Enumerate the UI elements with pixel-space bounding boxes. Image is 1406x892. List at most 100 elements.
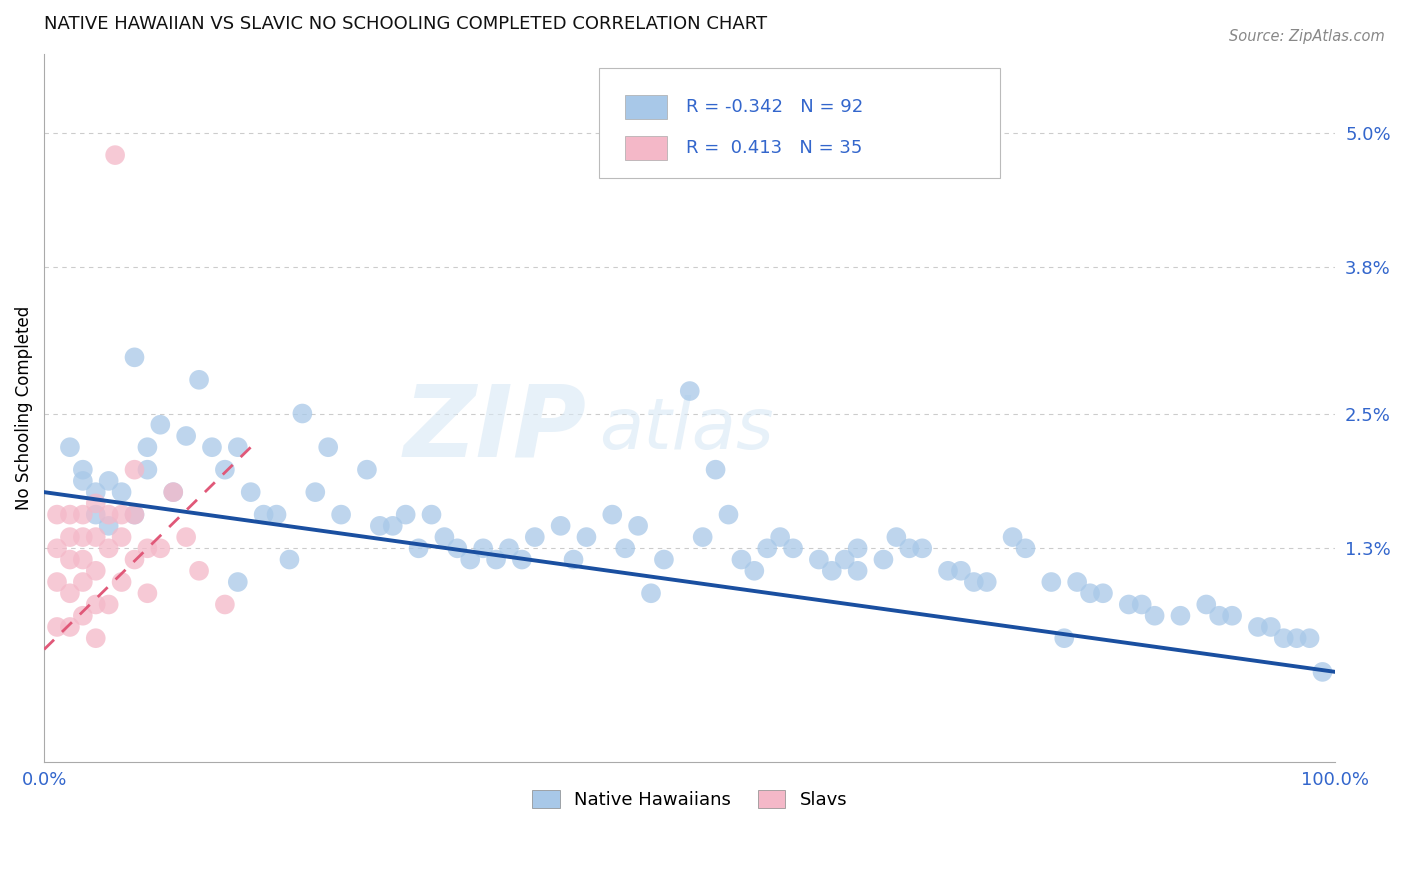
Point [239,485,262,500]
Point [1247,620,1270,634]
Point [46,541,69,556]
Point [174,530,197,544]
Point [304,485,326,500]
Point [124,508,146,522]
Point [136,541,159,556]
Point [84,631,107,645]
Point [226,440,249,454]
Point [72,474,94,488]
Point [433,530,456,544]
Point [692,530,714,544]
Point [1285,631,1308,645]
Point [846,564,869,578]
Point [872,552,894,566]
Point [110,530,132,544]
Point [253,508,276,522]
Point [640,586,662,600]
Point [149,541,172,556]
Point [1078,586,1101,600]
Point [1272,631,1295,645]
Point [485,552,508,566]
Point [395,508,418,522]
FancyBboxPatch shape [626,136,666,160]
Point [472,541,495,556]
Point [188,373,211,387]
Point [846,541,869,556]
Point [226,574,249,589]
Point [104,148,127,162]
Point [1130,598,1153,612]
Point [84,530,107,544]
Point [420,508,443,522]
Point [72,530,94,544]
Point [84,485,107,500]
Point [124,508,146,522]
Point [136,440,159,454]
Point [1014,541,1036,556]
Point [124,351,146,365]
Point [769,530,792,544]
Point [136,586,159,600]
Point [46,620,69,634]
Point [84,496,107,510]
Point [330,508,353,522]
Point [381,519,404,533]
Point [110,508,132,522]
Point [1208,608,1230,623]
Point [898,541,921,556]
Point [911,541,934,556]
Text: atlas: atlas [599,394,773,464]
Point [886,530,908,544]
Point [1066,574,1088,589]
Point [834,552,856,566]
Point [575,530,598,544]
Point [188,564,211,578]
Point [124,463,146,477]
Point [949,564,972,578]
FancyBboxPatch shape [599,68,1000,178]
Point [1001,530,1024,544]
Point [600,508,623,522]
Point [408,541,430,556]
Point [291,407,314,421]
Point [782,541,804,556]
Point [679,384,702,398]
Point [46,574,69,589]
Point [97,598,120,612]
Point [84,508,107,522]
Point [316,440,339,454]
Point [1040,574,1063,589]
Point [201,440,224,454]
Point [627,519,650,533]
Text: Source: ZipAtlas.com: Source: ZipAtlas.com [1229,29,1385,44]
Point [124,552,146,566]
Y-axis label: No Schooling Completed: No Schooling Completed [15,306,32,510]
Point [97,541,120,556]
Text: R = -0.342   N = 92: R = -0.342 N = 92 [686,98,863,116]
Point [149,417,172,432]
Point [523,530,546,544]
Point [1298,631,1320,645]
Point [1195,598,1218,612]
Point [84,598,107,612]
Point [936,564,959,578]
FancyBboxPatch shape [626,95,666,119]
Point [214,463,236,477]
Point [72,608,94,623]
Point [1118,598,1140,612]
Point [59,620,82,634]
Point [59,586,82,600]
Point [446,541,468,556]
Point [278,552,301,566]
Point [458,552,481,566]
Point [72,552,94,566]
Point [110,485,132,500]
Point [72,463,94,477]
Point [72,508,94,522]
Point [614,541,637,556]
Text: NATIVE HAWAIIAN VS SLAVIC NO SCHOOLING COMPLETED CORRELATION CHART: NATIVE HAWAIIAN VS SLAVIC NO SCHOOLING C… [44,15,768,33]
Point [1053,631,1076,645]
Point [1143,608,1166,623]
Text: ZIP: ZIP [404,381,586,477]
Text: R =  0.413   N = 35: R = 0.413 N = 35 [686,139,862,157]
